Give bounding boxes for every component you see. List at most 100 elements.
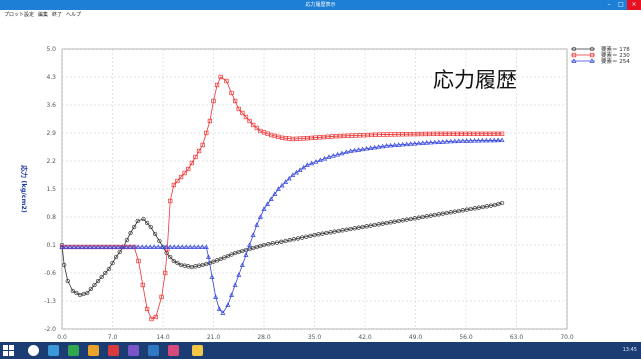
data-point	[268, 196, 274, 201]
data-point	[432, 139, 438, 145]
window-title: 応力履歴表示	[305, 2, 336, 8]
menu-plot-settings[interactable]: プロット設定	[4, 12, 35, 18]
chart-title: 応力履歴	[433, 68, 517, 92]
data-point	[339, 150, 345, 156]
data-point	[475, 137, 481, 143]
x-tick-label: 49.0	[409, 334, 423, 341]
search-icon[interactable]	[28, 345, 39, 356]
app-pink-icon[interactable]	[168, 345, 179, 356]
data-point	[74, 290, 79, 296]
data-point	[218, 256, 223, 262]
data-point	[487, 131, 493, 136]
data-point	[491, 137, 497, 143]
menu-exit[interactable]: 終了	[52, 12, 63, 18]
data-point	[274, 240, 280, 245]
data-point	[322, 155, 328, 161]
app-red-icon[interactable]	[108, 345, 119, 356]
data-point	[168, 254, 173, 260]
data-point	[400, 141, 406, 147]
data-point	[99, 274, 104, 280]
data-point	[214, 258, 220, 263]
stress-history-chart: 0.0 7.0 14.0 21.0 28.0 35.0 42.0 49.0 56.0 63.0 70…	[20, 45, 630, 342]
data-point	[203, 244, 209, 249]
data-point	[408, 141, 414, 146]
data-point	[123, 244, 129, 249]
legend-label: 要素＝ 230	[601, 51, 630, 59]
data-point	[261, 206, 267, 211]
data-point	[499, 137, 505, 143]
y-tick-label: 2.2	[46, 158, 56, 165]
maximize-icon[interactable]: □	[618, 1, 624, 8]
data-point	[171, 244, 177, 249]
y-tick-label: 0.1	[46, 242, 56, 249]
data-point	[348, 226, 353, 232]
data-point	[443, 131, 448, 136]
data-point	[163, 244, 169, 249]
data-point	[213, 294, 219, 299]
data-point	[117, 249, 122, 255]
data-point	[257, 214, 263, 219]
data-point	[152, 231, 158, 237]
folder-icon[interactable]	[88, 345, 99, 356]
data-point	[460, 208, 465, 213]
data-point	[376, 144, 382, 149]
data-point	[330, 153, 336, 158]
data-point	[400, 218, 405, 223]
windows-start-icon[interactable]	[3, 345, 14, 356]
data-point	[182, 170, 187, 176]
data-point	[499, 200, 505, 206]
data-point	[432, 212, 437, 218]
data-point	[196, 148, 202, 154]
data-point	[87, 244, 93, 249]
data-point	[88, 286, 94, 292]
data-point	[186, 166, 191, 172]
data-point	[452, 209, 457, 214]
data-point	[293, 169, 299, 175]
data-point	[247, 242, 253, 247]
x-tick-label: 7.0	[108, 334, 118, 341]
chart-app-icon[interactable]	[192, 345, 203, 356]
data-point	[434, 131, 440, 136]
data-point	[299, 235, 305, 240]
data-point	[308, 233, 313, 239]
x-tick-label: 21.0	[207, 334, 221, 341]
menu-help[interactable]: ヘルプ	[66, 12, 82, 18]
data-point	[283, 238, 288, 244]
app-blue-icon[interactable]	[148, 345, 159, 356]
data-point	[428, 213, 433, 218]
data-point	[207, 118, 213, 124]
app-purple-icon[interactable]	[128, 345, 139, 356]
browser-icon[interactable]	[48, 345, 59, 356]
series-2	[59, 137, 505, 315]
data-point	[491, 131, 497, 136]
data-point	[216, 306, 222, 311]
app-green-icon[interactable]	[68, 345, 79, 356]
data-point	[468, 206, 473, 212]
x-tick-label: 56.0	[459, 334, 473, 341]
data-point	[392, 142, 398, 148]
data-point	[444, 210, 449, 216]
data-point	[416, 140, 422, 146]
data-point	[107, 244, 113, 249]
minimize-icon[interactable]: –	[607, 1, 611, 8]
data-point	[468, 138, 474, 143]
data-point	[316, 232, 321, 237]
data-point	[236, 272, 242, 277]
data-point	[364, 145, 370, 151]
close-icon[interactable]: ×	[627, 0, 641, 10]
menu-edit[interactable]: 編集	[38, 12, 49, 18]
y-tick-label: -2.0	[44, 326, 56, 333]
data-point	[220, 310, 226, 315]
data-point	[287, 237, 292, 243]
data-point	[352, 147, 358, 153]
y-axis-label: 応力 (kg/cm2)	[20, 164, 29, 213]
data-point	[589, 46, 595, 52]
data-point	[270, 241, 275, 246]
data-point	[106, 266, 112, 272]
data-point	[472, 206, 477, 211]
data-point	[91, 244, 97, 249]
data-point	[329, 134, 335, 139]
data-point	[239, 262, 245, 267]
data-point	[336, 228, 341, 234]
data-point	[286, 175, 292, 181]
